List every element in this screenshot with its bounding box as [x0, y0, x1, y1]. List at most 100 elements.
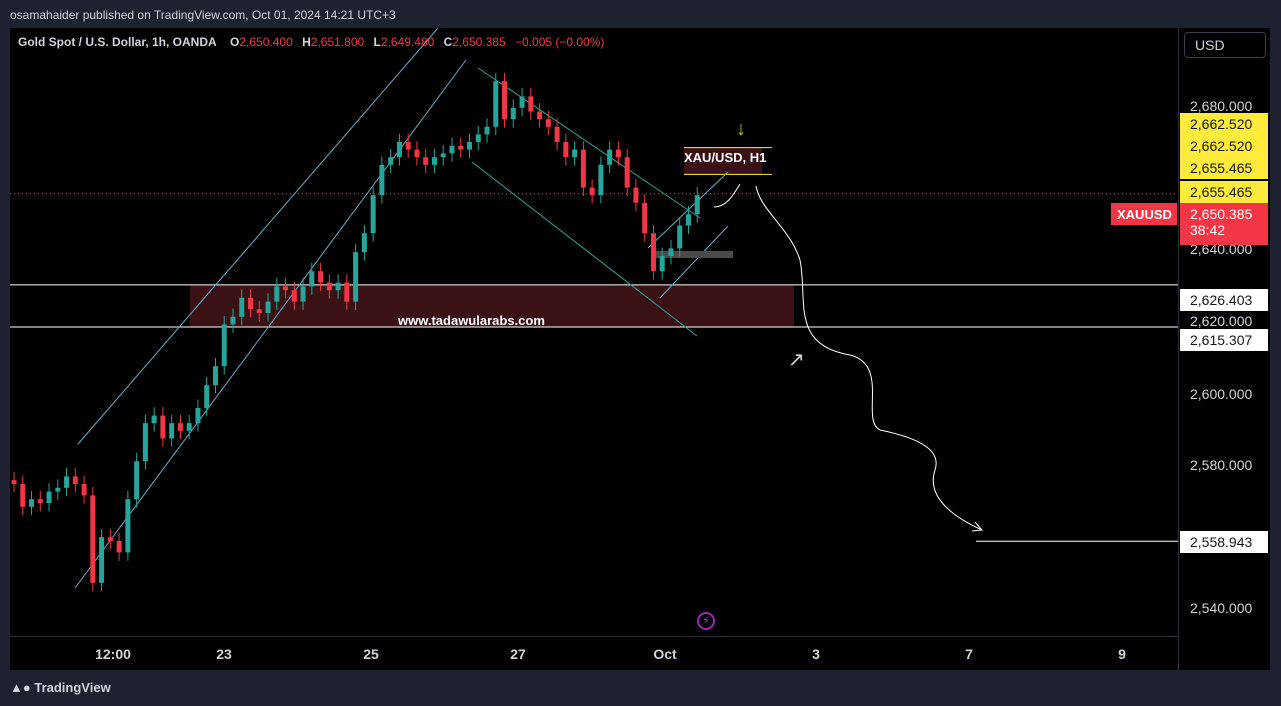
legend-low-value: 2,649.480 [380, 35, 435, 49]
candle-body [248, 297, 254, 310]
resistance-zone [684, 147, 762, 175]
y-tick-label: 2,600.000 [1190, 386, 1253, 402]
price-label: 2,615.307 [1180, 329, 1268, 351]
candle-body [563, 142, 569, 158]
candle-body [221, 324, 227, 367]
candle-body [160, 415, 166, 439]
candle-body [589, 187, 595, 196]
candle-body [274, 286, 280, 302]
legend-open-value: 2,650.400 [239, 35, 293, 49]
candle-body [177, 423, 183, 431]
trend-line [77, 28, 439, 445]
candle-body [388, 157, 394, 165]
price-axis[interactable] [1178, 28, 1271, 670]
candle-body [64, 476, 70, 488]
candle-body [361, 233, 367, 253]
x-tick-label: 3 [812, 646, 820, 662]
candle-body [142, 423, 148, 462]
candle-body [99, 537, 105, 583]
projected-path-short [713, 183, 741, 208]
candle-body [510, 107, 516, 120]
candle-body [677, 225, 683, 249]
candle-body [668, 248, 674, 256]
marker-bar [655, 251, 733, 258]
candle-body [11, 480, 17, 484]
chart-frame [10, 28, 1270, 670]
legend-change: −0.005 (−0.00%) [515, 35, 605, 49]
chart-annotation-title: XAU/USD, H1 [684, 150, 767, 165]
candle-body [475, 134, 481, 142]
candle-body [256, 309, 262, 313]
legend-high-value: 2,651.800 [310, 35, 365, 49]
candle-body [624, 157, 630, 188]
candle-body [335, 282, 341, 291]
candle-body [423, 157, 429, 165]
candle-body [633, 187, 639, 203]
candle-body [151, 415, 157, 424]
candle-body [545, 119, 551, 127]
candle-body [20, 484, 26, 507]
candle-body [107, 537, 113, 541]
candle-body [326, 282, 332, 291]
candle-body [55, 487, 61, 492]
candle-body [300, 286, 306, 302]
price-label: 2,558.943 [1180, 531, 1268, 553]
plot-area[interactable] [10, 28, 1178, 636]
candle-body [134, 461, 140, 500]
candle-body [431, 157, 437, 165]
candle-body [212, 366, 218, 386]
price-label: 2,655.465 [1180, 181, 1268, 203]
current-price-label: 2,650.385 38:42 [1180, 203, 1268, 245]
currency-button[interactable]: USD [1184, 32, 1266, 58]
x-tick-label: 12:00 [95, 646, 131, 662]
candle-body [466, 142, 472, 150]
projected-path [755, 185, 983, 531]
legend-symbol: Gold Spot / U.S. Dollar, 1h, OANDA [18, 35, 217, 49]
candle-body [405, 142, 411, 150]
lightning-icon[interactable]: ⚡ [697, 612, 715, 630]
x-tick-label: 9 [1118, 646, 1126, 662]
price-label: 2,662.520 [1180, 113, 1268, 135]
down-arrow-icon: ↓ [736, 118, 746, 140]
candle-body [283, 286, 289, 291]
y-tick-label: 2,680.000 [1190, 98, 1253, 114]
candle-body [116, 541, 122, 553]
time-axis[interactable] [10, 636, 1178, 671]
candle-body [615, 149, 621, 158]
up-arrow-icon: ↗ [788, 349, 805, 371]
publisher-line: osamahaider published on TradingView.com… [10, 8, 396, 22]
price-chart-svg[interactable] [10, 28, 1178, 636]
legend-high-label: H [302, 35, 311, 49]
legend-open-label: O [230, 35, 240, 49]
candle-body [291, 290, 297, 302]
candle-body [379, 164, 385, 196]
countdown-timer: 38:42 [1190, 222, 1226, 238]
candle-body [344, 282, 350, 302]
x-tick-label: 7 [965, 646, 973, 662]
legend-close-label: C [443, 35, 453, 49]
candle-body [309, 271, 315, 287]
candle-body [580, 149, 586, 188]
tradingview-logo-icon: ▲● [10, 680, 35, 695]
candle-body [458, 145, 464, 150]
candle-body [528, 96, 534, 112]
watermark-text: www.tadawularabs.com [398, 313, 545, 328]
trend-line [477, 67, 701, 219]
candle-body [694, 195, 700, 215]
candle-body [46, 491, 52, 503]
footer-brand: TradingView [34, 680, 111, 695]
candle-body [519, 96, 525, 108]
price-label: 2,626.403 [1180, 289, 1268, 311]
candle-body [90, 495, 96, 583]
candle-body [598, 164, 604, 196]
candle-body [484, 126, 490, 135]
candle-body [186, 423, 192, 431]
tradingview-footer[interactable]: ▲● TradingView [10, 680, 111, 695]
candle-body [650, 233, 656, 272]
x-tick-label: 25 [363, 646, 379, 662]
candle-body [659, 256, 665, 272]
top-bar: osamahaider published on TradingView.com… [0, 0, 1281, 28]
candle-body [265, 301, 271, 313]
candle-body [72, 476, 78, 484]
symbol-tag: XAUUSD [1111, 203, 1177, 225]
